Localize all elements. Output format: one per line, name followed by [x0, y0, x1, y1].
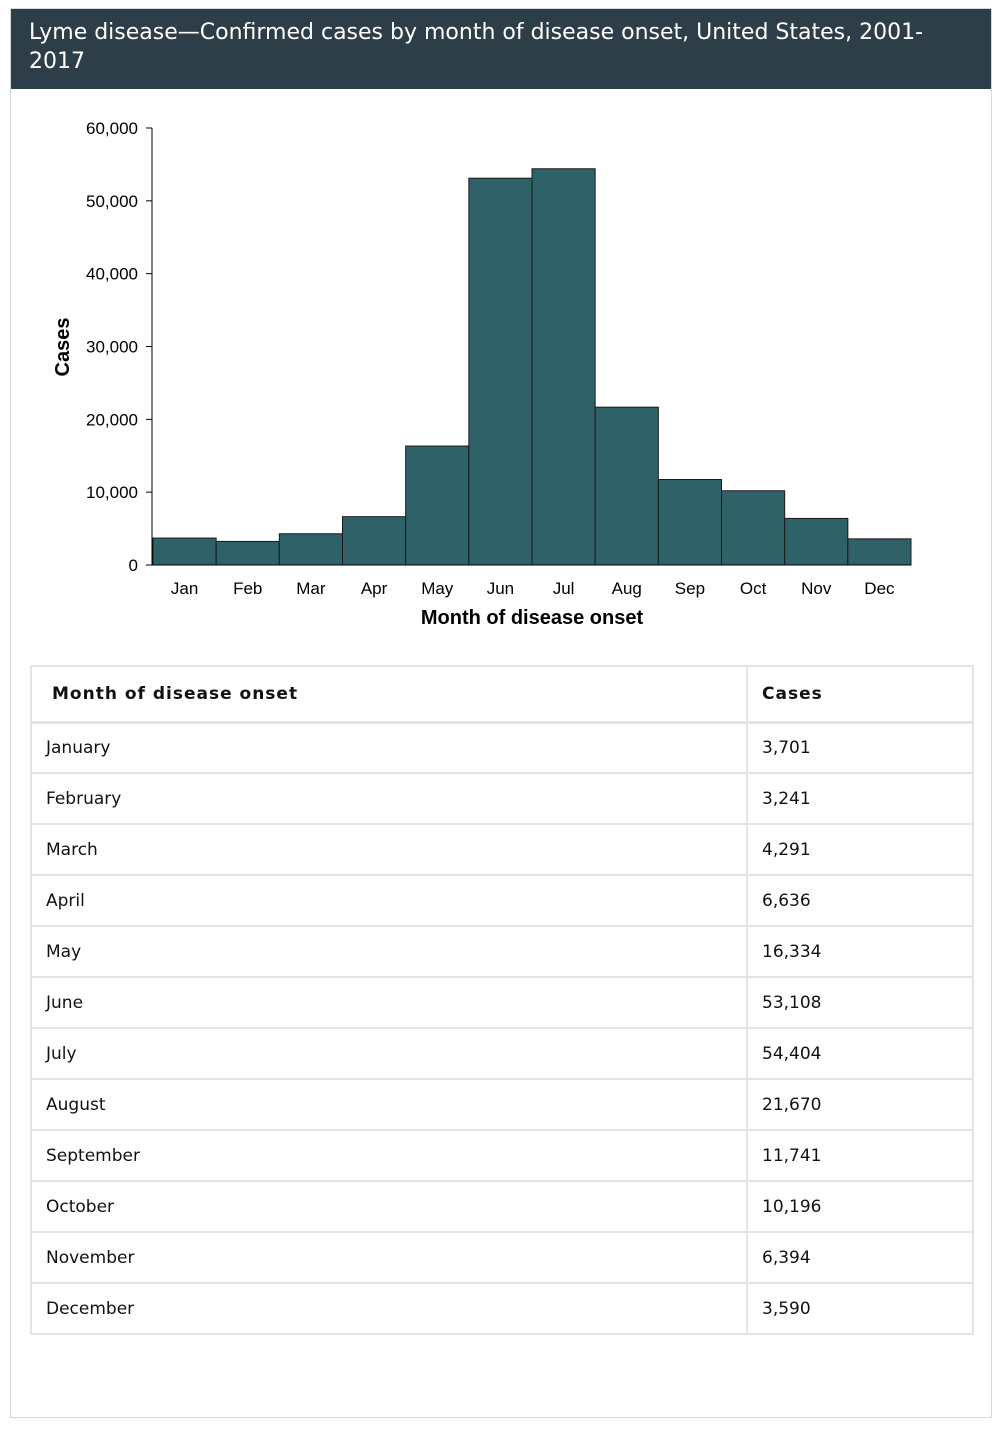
- y-tick-label: 50,000: [86, 192, 138, 211]
- y-tick-label: 10,000: [86, 483, 138, 502]
- bar-jun: [468, 177, 533, 566]
- bar-apr: [342, 516, 407, 566]
- table-cell-month: February: [30, 772, 748, 825]
- bar-feb: [215, 540, 280, 566]
- table-header-cases: Cases: [746, 665, 974, 724]
- table-cell-cases: 3,590: [746, 1282, 974, 1335]
- table-row: June 53,108: [30, 976, 974, 1029]
- table-header-month: Month of disease onset: [30, 665, 748, 724]
- table-header-row: Month of disease onset Cases: [30, 665, 974, 724]
- x-axis-ticks: Jan Feb Mar Apr May Jun Jul Aug Sep Oct Nov Dec: [171, 579, 895, 598]
- x-tick-label: Mar: [296, 579, 326, 598]
- y-axis-title: Cases: [52, 318, 74, 377]
- bar-may: [405, 445, 470, 566]
- y-tick-label: 60,000: [86, 119, 138, 138]
- table-row: February 3,241: [30, 772, 974, 825]
- x-tick-label: May: [421, 579, 454, 598]
- table-cell-month: May: [30, 925, 748, 978]
- table-cell-cases: 11,741: [746, 1129, 974, 1182]
- table-cell-cases: 21,670: [746, 1078, 974, 1131]
- table-cell-month: October: [30, 1180, 748, 1233]
- table-cell-cases: 10,196: [746, 1180, 974, 1233]
- table-cell-month: January: [30, 721, 748, 774]
- card-title: Lyme disease—Confirmed cases by month of…: [11, 9, 991, 89]
- x-axis-title: Month of disease onset: [421, 607, 644, 629]
- x-tick-label: Sep: [675, 579, 705, 598]
- y-tick-label: 40,000: [86, 265, 138, 284]
- table-cell-cases: 53,108: [746, 976, 974, 1029]
- x-tick-label: Oct: [740, 579, 767, 598]
- bar-oct: [721, 490, 786, 566]
- table-cell-cases: 6,636: [746, 874, 974, 927]
- table-cell-month: April: [30, 874, 748, 927]
- table-row: March 4,291: [30, 823, 974, 876]
- table-row: October 10,196: [30, 1180, 974, 1233]
- table-cell-cases: 54,404: [746, 1027, 974, 1080]
- bar-dec: [847, 538, 912, 566]
- x-tick-label: Dec: [864, 579, 895, 598]
- chart-card: Lyme disease—Confirmed cases by month of…: [10, 8, 992, 1418]
- x-tick-label: Jul: [553, 579, 575, 598]
- y-tick-label: 20,000: [86, 410, 138, 429]
- table-cell-month: July: [30, 1027, 748, 1080]
- bar-mar: [278, 533, 344, 566]
- table-cell-cases: 16,334: [746, 925, 974, 978]
- bar-sep: [657, 478, 722, 566]
- bar-chart: 0 10,000 20,000 30,000 40,000 50,000 60,000 Ja…: [52, 119, 912, 629]
- table-cell-cases: 3,241: [746, 772, 974, 825]
- table-cell-cases: 6,394: [746, 1231, 974, 1284]
- x-tick-label: Nov: [801, 579, 832, 598]
- y-tick-label: 30,000: [86, 338, 138, 357]
- table-body: January 3,701 February 3,241 March 4,291 April…: [30, 721, 974, 1335]
- x-tick-label: Jan: [171, 579, 198, 598]
- x-tick-label: Apr: [361, 579, 388, 598]
- table-cell-month: September: [30, 1129, 748, 1182]
- table-cell-month: November: [30, 1231, 748, 1284]
- x-tick-label: Jun: [487, 579, 514, 598]
- table-row: August 21,670: [30, 1078, 974, 1131]
- table-row: December 3,590: [30, 1282, 974, 1335]
- table-cell-cases: 3,701: [746, 721, 974, 774]
- data-table: Month of disease onset Cases January 3,70…: [30, 665, 974, 1335]
- y-tick-label: 0: [129, 556, 138, 575]
- bars: [152, 168, 912, 566]
- table-cell-month: June: [30, 976, 748, 1029]
- table-row: July 54,404: [30, 1027, 974, 1080]
- table-cell-cases: 4,291: [746, 823, 974, 876]
- x-tick-label: Aug: [612, 579, 642, 598]
- table-row: May 16,334: [30, 925, 974, 978]
- table-row: November 6,394: [30, 1231, 974, 1284]
- bar-nov: [784, 517, 849, 566]
- bar-jan: [152, 537, 217, 566]
- table-row: January 3,701: [30, 721, 974, 774]
- bar-jul: [531, 168, 596, 566]
- y-axis-ticks: 0 10,000 20,000 30,000 40,000 50,000 60,000: [86, 119, 152, 575]
- table-cell-month: December: [30, 1282, 748, 1335]
- chart-area: 0 10,000 20,000 30,000 40,000 50,000 60,000 Ja…: [11, 89, 991, 659]
- table-row: April 6,636: [30, 874, 974, 927]
- table-cell-month: August: [30, 1078, 748, 1131]
- table-cell-month: March: [30, 823, 748, 876]
- x-tick-label: Feb: [233, 579, 262, 598]
- bar-aug: [594, 406, 659, 566]
- table-row: September 11,741: [30, 1129, 974, 1182]
